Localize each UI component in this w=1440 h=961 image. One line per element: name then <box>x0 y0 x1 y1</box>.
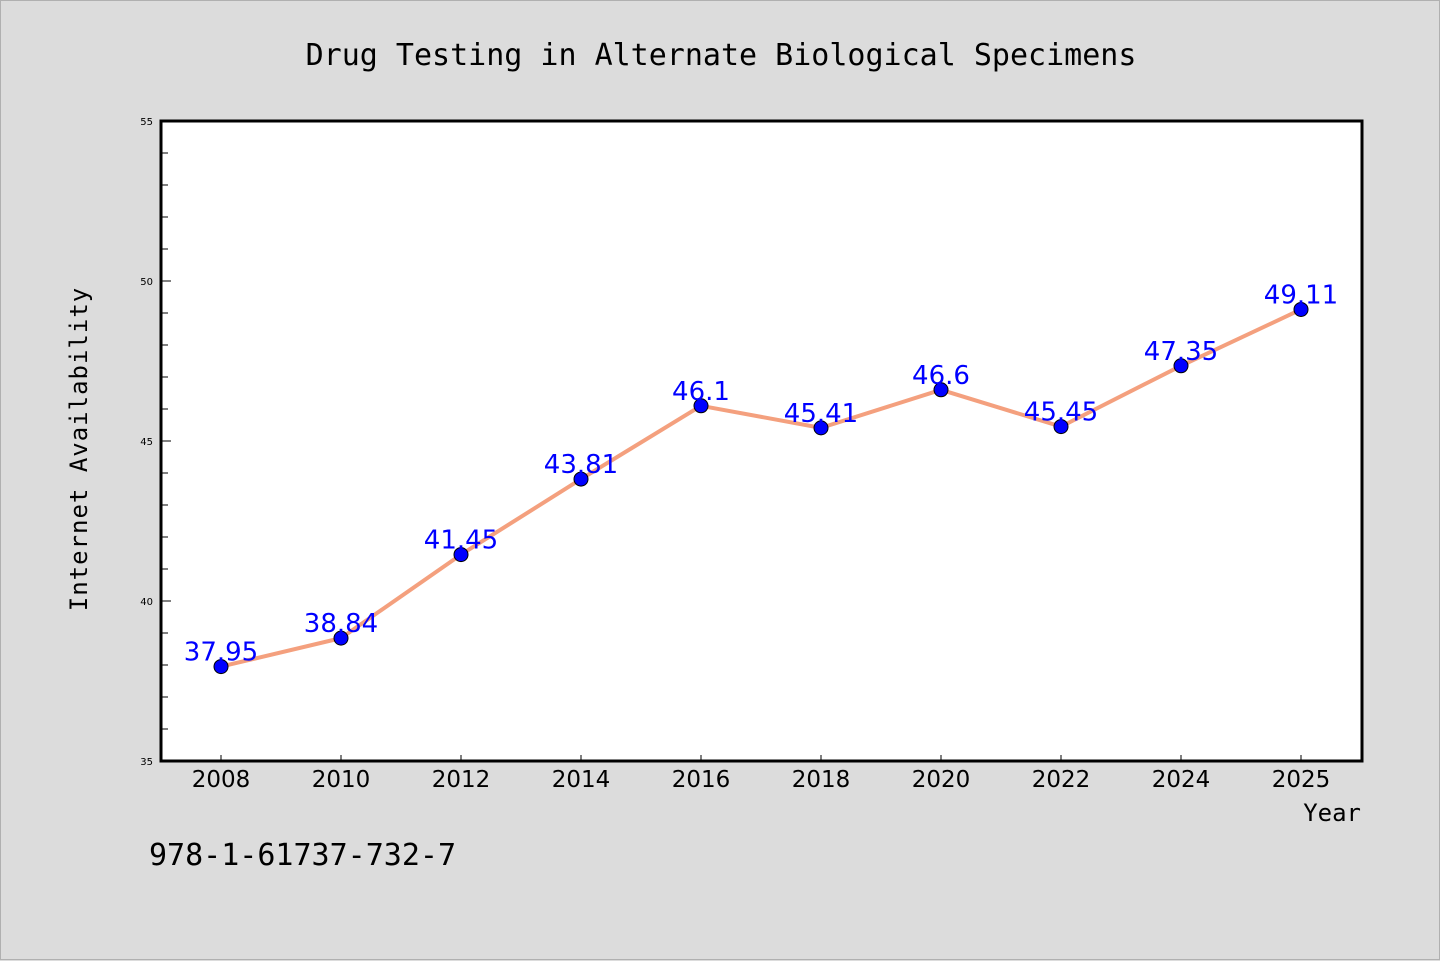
y-tick-label: 50 <box>140 277 153 288</box>
data-label: 43.81 <box>544 450 618 480</box>
x-tick-label: 2024 <box>1152 767 1211 793</box>
chart-title: Drug Testing in Alternate Biological Spe… <box>306 38 1137 73</box>
data-point <box>213 659 229 675</box>
y-tick-label: 45 <box>140 437 153 448</box>
data-label: 37.95 <box>184 638 258 668</box>
series-line-layer <box>220 307 1302 669</box>
data-point <box>1293 301 1309 317</box>
y-tick-label: 55 <box>140 117 153 128</box>
series-line <box>220 307 1302 669</box>
data-label: 41.45 <box>424 526 498 556</box>
x-tick-label: 2022 <box>1032 767 1091 793</box>
data-label: 46.6 <box>912 361 970 391</box>
data-label: 46.1 <box>672 377 730 407</box>
data-point <box>693 398 709 414</box>
data-point <box>573 471 589 487</box>
x-axis-label: Year <box>1303 799 1361 827</box>
x-tick-label: 2025 <box>1272 767 1331 793</box>
x-tick-label: 2008 <box>192 767 251 793</box>
data-label: 47.35 <box>1144 337 1218 367</box>
y-axis-label: Internet Availability <box>65 287 93 611</box>
data-point <box>933 382 949 398</box>
data-label: 38.84 <box>304 609 378 639</box>
data-point <box>813 420 829 436</box>
x-tick-label: 2018 <box>792 767 851 793</box>
axis-ticks: 35 40 45 50 55 2008 2010 2012 2014 2016 2018 2020 20… <box>140 117 1330 793</box>
y-tick-label: 40 <box>140 597 153 608</box>
x-tick-label: 2016 <box>672 767 731 793</box>
x-tick-label: 2012 <box>432 767 491 793</box>
plot-border <box>159 119 1364 763</box>
data-label: 49.11 <box>1264 280 1338 310</box>
x-tick-label: 2010 <box>312 767 371 793</box>
data-label-layer: 37.95 38.84 41.45 43.81 46.1 45.41 46.6 45.45 47… <box>184 280 1338 667</box>
x-tick-label: 2014 <box>552 767 611 793</box>
data-point <box>333 630 349 646</box>
y-tick-label: 35 <box>140 757 153 768</box>
data-label: 45.41 <box>784 399 858 429</box>
series-marker-layer <box>213 301 1309 675</box>
data-point <box>453 547 469 563</box>
x-tick-label: 2020 <box>912 767 971 793</box>
isbn-annotation: 978-1-61737-732-7 <box>149 838 456 873</box>
plot-area <box>161 121 1362 761</box>
data-point <box>1173 358 1189 374</box>
data-point <box>1053 419 1069 435</box>
data-label: 45.45 <box>1024 398 1098 428</box>
